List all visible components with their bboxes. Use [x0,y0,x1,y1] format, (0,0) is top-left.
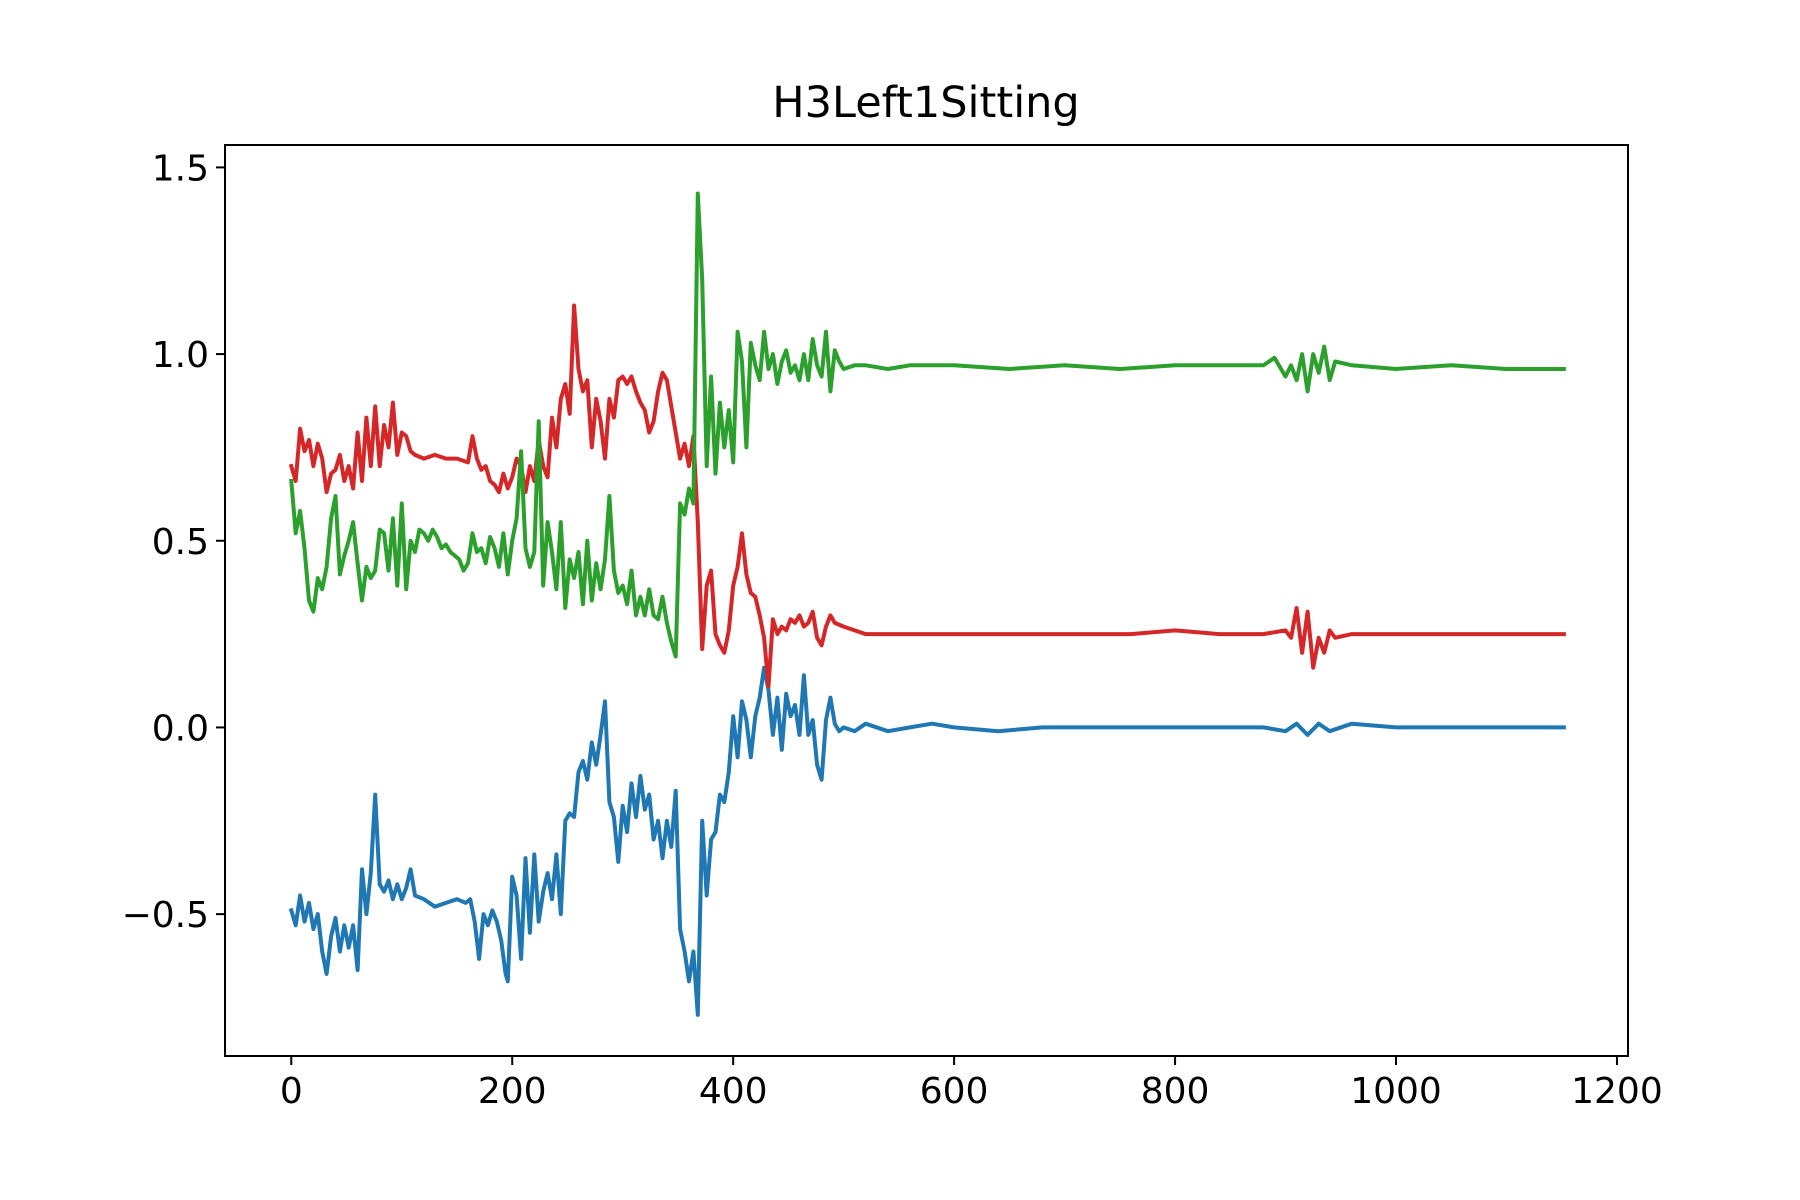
series-green-line [289,191,1566,659]
x-tick-label: 1000 [1350,1071,1442,1112]
series-layer [288,191,1566,1017]
chart-title: H3Left1Sitting [772,78,1079,128]
x-tick-label: 0 [280,1071,303,1112]
y-tick-label: 1.5 [152,148,209,189]
x-tick-label: 600 [920,1071,989,1112]
y-tick-label: 0.5 [152,522,209,563]
x-axis: 0 200 400 600 800 1000 1200 [280,1056,1663,1112]
y-tick-label: −0.5 [122,895,209,936]
x-tick-label: 1200 [1571,1071,1663,1112]
y-tick-label: 0.0 [152,708,209,749]
plot-frame [224,144,1629,1057]
y-tick-label: 1.0 [152,335,209,376]
series-blue-line [288,665,1566,1017]
x-tick-label: 800 [1141,1071,1210,1112]
plot-area [225,145,1628,1056]
x-tick-label: 400 [699,1071,768,1112]
series-red-line [288,303,1566,689]
x-tick-label: 200 [478,1071,547,1112]
y-axis: −0.5 0.0 0.5 1.0 1.5 [122,148,225,936]
